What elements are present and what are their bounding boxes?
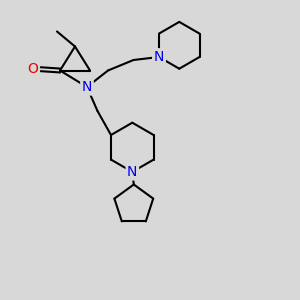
Text: N: N (127, 165, 137, 179)
Text: N: N (82, 80, 92, 94)
Text: N: N (154, 50, 164, 64)
Text: O: O (28, 62, 38, 76)
Text: N: N (154, 50, 164, 64)
